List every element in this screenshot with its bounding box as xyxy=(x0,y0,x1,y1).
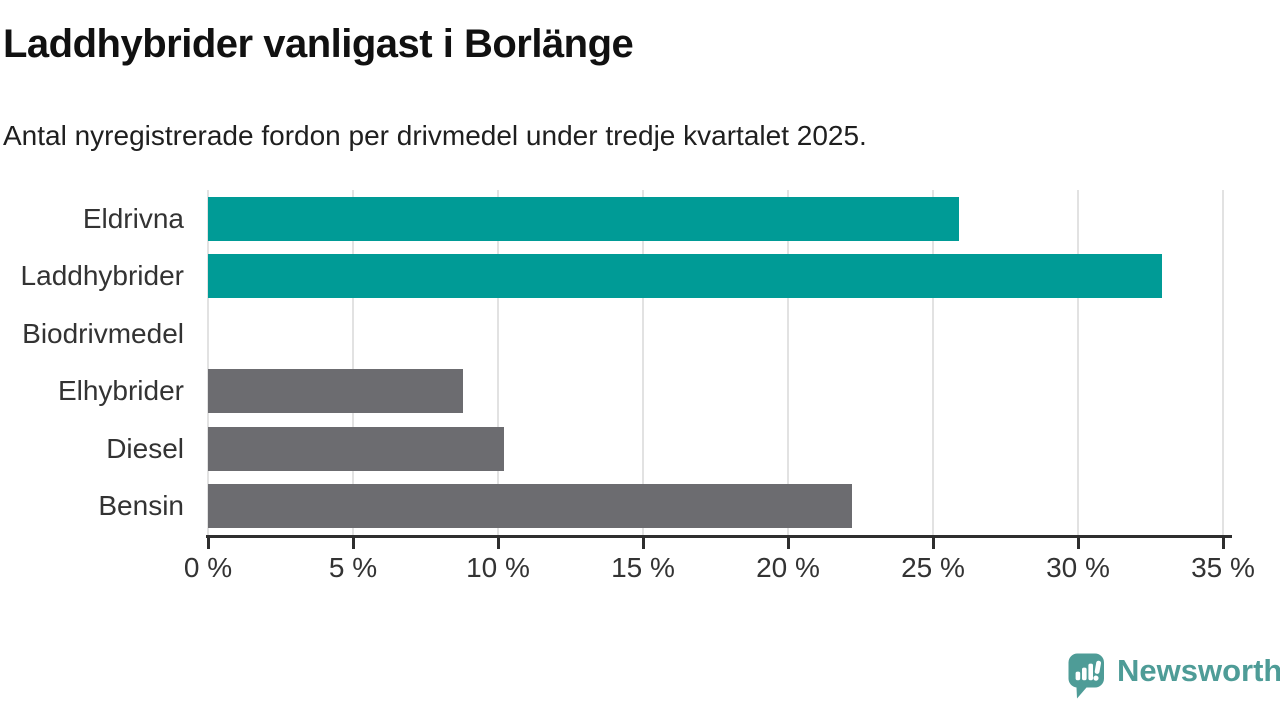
newsworthy-logo-icon xyxy=(1068,653,1104,699)
category-label: Laddhybrider xyxy=(20,260,184,292)
axis-tick-label: 20 % xyxy=(756,552,820,583)
category-label: Bensin xyxy=(98,490,184,522)
axis-tick-label: 35 % xyxy=(1191,552,1255,583)
gridline xyxy=(642,190,644,535)
gridline xyxy=(1222,190,1224,535)
category-label: Elhybrider xyxy=(57,375,184,407)
bar-laddhybrider xyxy=(208,254,1163,299)
bar-bensin xyxy=(208,484,852,529)
axis-tick-label: 0 % xyxy=(183,552,233,583)
axis-tick xyxy=(1076,535,1080,549)
gridline xyxy=(497,190,499,535)
axis-tick-label: 15 % xyxy=(611,552,675,583)
gridline xyxy=(352,190,354,535)
bar-eldrivna xyxy=(208,196,960,241)
axis-tick xyxy=(496,535,500,549)
axis-tick-label: 10 % xyxy=(466,552,530,583)
newsworthy-brand: Newsworthy xyxy=(1068,651,1280,699)
axis-tick-label: 30 % xyxy=(1046,552,1110,583)
x-axis-line xyxy=(206,535,1232,538)
axis-tick xyxy=(1221,535,1225,549)
axis-tick xyxy=(641,535,645,549)
axis-tick xyxy=(206,535,210,549)
category-label: Biodrivmedel xyxy=(22,317,184,349)
chart-subtitle: Antal nyregistrerade fordon per drivmede… xyxy=(3,120,867,151)
category-label: Eldrivna xyxy=(82,202,184,234)
axis-tick xyxy=(931,535,935,549)
axis-tick xyxy=(786,535,790,549)
category-label: Diesel xyxy=(106,432,184,464)
chart-title: Laddhybrider vanligast i Borlänge xyxy=(3,22,634,66)
bar-diesel xyxy=(208,426,504,471)
axis-tick xyxy=(351,535,355,549)
gridline xyxy=(1077,190,1079,535)
axis-tick-label: 5 % xyxy=(328,552,378,583)
newsworthy-brand-name: Newsworthy xyxy=(1117,653,1280,688)
axis-tick-label: 25 % xyxy=(901,552,965,583)
bar-elhybrider xyxy=(208,369,464,414)
gridline xyxy=(932,190,934,535)
gridline xyxy=(207,190,209,535)
gridline xyxy=(787,190,789,535)
